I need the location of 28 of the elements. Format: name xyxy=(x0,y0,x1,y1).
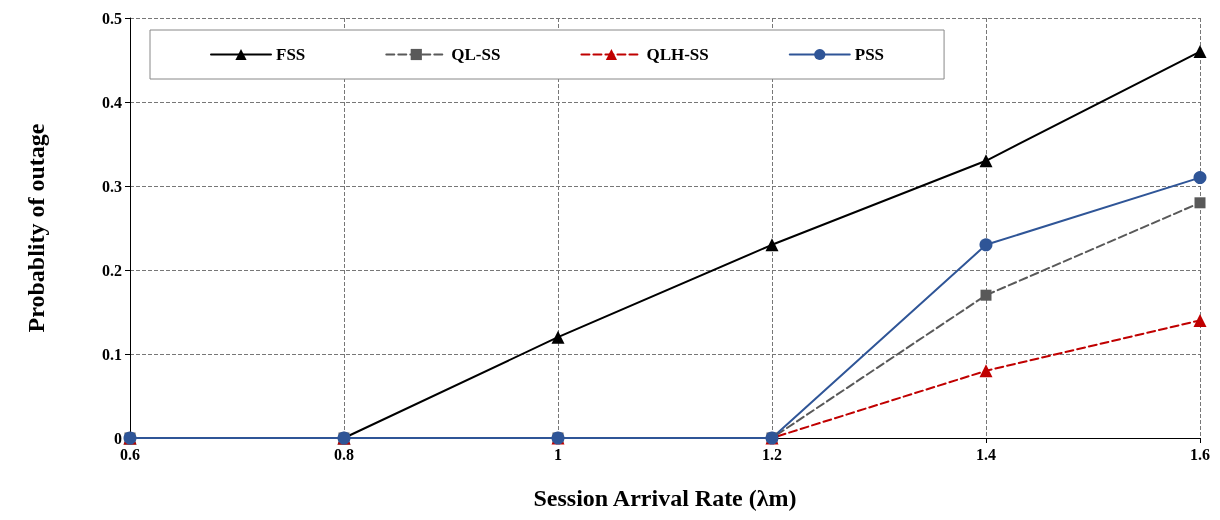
x-axis-title: Session Arrival Rate (λm) xyxy=(533,485,797,511)
legend-label: FSS xyxy=(276,45,306,64)
y-axis-title: Probablity of outage xyxy=(23,123,49,333)
legend-label: QL-SS xyxy=(451,45,501,64)
x-tick-label: 1.2 xyxy=(762,445,782,463)
x-tick-label: 0.6 xyxy=(120,445,140,463)
y-tick-label: 0.2 xyxy=(102,261,122,279)
point xyxy=(979,154,993,168)
point xyxy=(1193,45,1207,59)
point xyxy=(1194,197,1206,209)
point xyxy=(979,238,993,252)
y-tick-label: 0 xyxy=(114,429,122,447)
y-tick-label: 0.3 xyxy=(102,177,122,195)
legend-label: PSS xyxy=(854,45,885,64)
y-tick-label: 0.4 xyxy=(102,93,122,111)
point xyxy=(551,330,565,344)
point xyxy=(1193,313,1207,327)
point xyxy=(979,364,993,378)
x-tick-label: 1.4 xyxy=(976,445,996,463)
point xyxy=(980,289,992,301)
y-tick-label: 0.1 xyxy=(102,345,122,363)
point xyxy=(1193,171,1207,185)
point xyxy=(765,238,779,252)
x-tick-label: 1.6 xyxy=(1190,445,1210,463)
x-tick-label: 0.8 xyxy=(334,445,354,463)
x-tick-label: 1 xyxy=(554,445,562,463)
y-tick-label: 0.5 xyxy=(102,9,122,27)
legend-label: QLH-SS xyxy=(646,45,709,64)
